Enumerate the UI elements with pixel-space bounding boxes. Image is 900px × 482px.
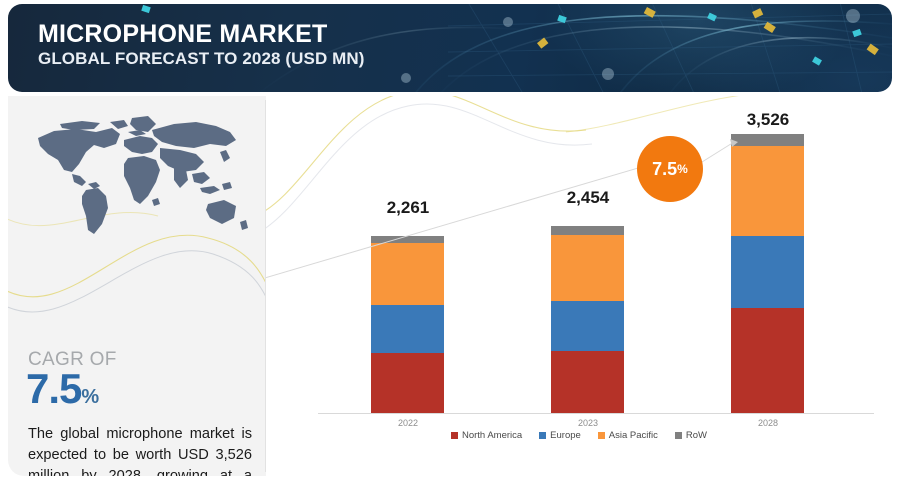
bar-segment-row [371,236,444,243]
cagr-percent-sign: % [81,386,99,408]
legend-label: RoW [685,430,708,441]
cagr-label: CAGR OF [28,349,117,370]
bar-chart-plot: 2,261 2022 2,454 2023 3,526 [266,96,892,476]
world-map-icon [38,116,248,234]
bar-segment-europe [551,301,624,351]
bar-segment-northamer [371,353,444,413]
cagr-number: 7.5 [26,365,82,412]
bar-2022[interactable] [371,236,444,413]
legend-swatch-icon [597,432,605,439]
legend-swatch-icon [450,432,458,439]
bar-segment-northamer [731,308,804,413]
page-subtitle: GLOBAL FORECAST TO 2028 (USD MN) [38,49,365,69]
x-tick-2023: 2023 [577,418,599,428]
legend-swatch-icon [539,432,547,439]
header-text-block: MICROPHONE MARKET GLOBAL FORECAST TO 202… [38,21,365,69]
chart-legend: North America Europe Asia Pacific RoW [266,430,892,441]
summary-text: The global microphone market is expected… [28,426,252,476]
x-tick-2028: 2028 [757,418,779,428]
legend-label: Asia Pacific [608,430,658,441]
cagr-badge-percent: % [677,162,688,176]
bar-total-label: 3,526 [746,110,790,129]
bar-segment-northamer [551,351,624,413]
bar-segment-asia [551,235,624,301]
bar-segment-europe [371,305,444,353]
legend-label: Europe [550,430,581,441]
cagr-badge: 7.5% [637,136,703,202]
panel-divider [265,100,266,472]
bar-segment-asia [371,243,444,305]
chart-panel: 2,261 2022 2,454 2023 3,526 [266,96,892,476]
decorative-curve-lines [8,212,266,313]
legend-label: North America [461,430,523,441]
header-network-graphic [141,4,892,92]
chart-background-curves [266,96,739,229]
cagr-badge-value: 7.5 [652,158,678,179]
legend-item-asia-pacific[interactable]: Asia Pacific [597,430,658,441]
header-banner: MICROPHONE MARKET GLOBAL FORECAST TO 202… [8,4,892,92]
bar-total-label: 2,454 [566,188,610,207]
bar-segment-asia [731,146,804,236]
page-title: MICROPHONE MARKET [38,20,328,48]
sidebar-panel: CAGR OF 7.5% The global microphone marke… [8,96,266,476]
bar-total-label: 2,261 [386,198,430,217]
bar-segment-row [551,226,624,235]
legend-swatch-icon [674,432,682,439]
x-axis-line [318,413,874,414]
world-map-graphic [24,112,252,240]
bar-segment-row [731,134,804,146]
bar-segment-europe [731,236,804,308]
x-tick-2022: 2022 [397,418,419,428]
bar-2028[interactable] [731,134,804,413]
cagr-value: 7.5% [26,365,99,412]
bar-2023[interactable] [551,226,624,413]
legend-item-north-america[interactable]: North America [450,430,523,441]
legend-item-europe[interactable]: Europe [539,430,581,441]
badge-leader-lines [266,139,738,279]
legend-item-row[interactable]: RoW [674,430,708,441]
